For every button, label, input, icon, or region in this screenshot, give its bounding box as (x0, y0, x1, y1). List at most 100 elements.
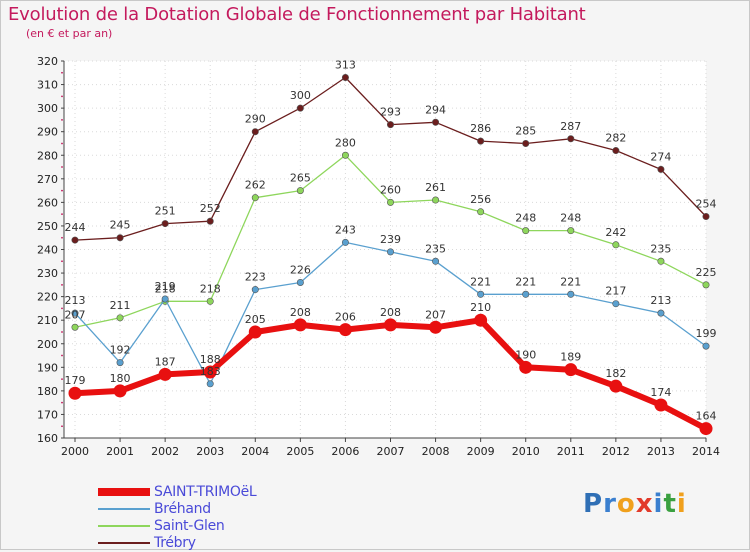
data-point (522, 290, 530, 298)
y-tick-label: 200 (37, 338, 58, 351)
data-label: 164 (696, 410, 717, 423)
data-point (699, 422, 713, 436)
data-point (522, 139, 530, 147)
x-tick-label: 2009 (467, 445, 495, 458)
data-point (432, 196, 440, 204)
x-tick-label: 2001 (106, 445, 134, 458)
data-label: 274 (650, 150, 671, 163)
axes: 1601701801902002102202302402502602702802… (37, 55, 720, 458)
data-label: 206 (335, 311, 356, 324)
data-point (702, 281, 710, 289)
data-point (612, 241, 620, 249)
data-label: 235 (650, 242, 671, 255)
data-label: 286 (470, 122, 491, 135)
data-label: 192 (110, 344, 131, 357)
data-point (251, 194, 259, 202)
data-labels: 244 245 251 252 290 300 313 293 294 286 285 287 282 2… (65, 58, 717, 422)
data-point (296, 104, 304, 112)
x-tick-label: 2010 (512, 445, 540, 458)
y-tick-label: 310 (37, 79, 58, 92)
data-point (386, 198, 394, 206)
data-point (432, 118, 440, 126)
data-point (609, 379, 623, 393)
data-point (251, 128, 259, 136)
data-point (293, 318, 307, 332)
data-point (702, 342, 710, 350)
data-point (654, 398, 668, 412)
x-tick-label: 2014 (692, 445, 720, 458)
logo-letter: i (676, 489, 687, 519)
data-point (206, 217, 214, 225)
data-point (71, 236, 79, 244)
logo-letter: i (653, 489, 664, 519)
data-label: 225 (696, 266, 717, 279)
x-tick-label: 2011 (557, 445, 585, 458)
x-tick-label: 2005 (286, 445, 314, 458)
data-point (71, 309, 79, 317)
y-minor-tick (61, 189, 63, 192)
legend-swatch (98, 488, 150, 496)
data-label: 287 (560, 120, 581, 133)
data-label: 207 (65, 308, 86, 321)
data-point (68, 386, 82, 400)
data-label: 260 (380, 183, 401, 196)
logo-letter: x (635, 489, 654, 519)
data-label: 282 (605, 132, 626, 145)
data-label: 254 (696, 198, 717, 211)
data-point (71, 323, 79, 331)
data-label: 188 (200, 353, 221, 366)
data-label: 294 (425, 103, 446, 116)
data-label: 313 (335, 58, 356, 71)
data-point (161, 295, 169, 303)
data-label: 213 (650, 294, 671, 307)
data-point (567, 227, 575, 235)
data-point (612, 300, 620, 308)
x-tick-label: 2006 (331, 445, 359, 458)
data-label: 174 (650, 386, 671, 399)
data-point (248, 325, 262, 339)
data-point (657, 165, 665, 173)
data-label: 199 (696, 327, 717, 340)
data-point (206, 297, 214, 305)
y-minor-tick (61, 307, 63, 310)
data-label: 265 (290, 172, 311, 185)
y-minor-tick (61, 331, 63, 333)
y-minor-tick (61, 354, 63, 357)
proxiti-logo: Proxiti (583, 489, 687, 519)
data-label: 208 (290, 306, 311, 319)
data-point (384, 318, 397, 332)
data-point (113, 384, 127, 398)
data-label: 205 (245, 313, 266, 326)
data-label: 221 (560, 275, 581, 288)
y-minor-tick (61, 236, 63, 239)
legend-label: Saint-Glen (154, 518, 225, 534)
data-label: 293 (380, 106, 401, 119)
data-label: 182 (605, 367, 626, 380)
data-point (612, 147, 620, 155)
data-point (296, 187, 304, 195)
data-label: 244 (65, 221, 86, 234)
y-tick-label: 220 (37, 291, 58, 304)
y-tick-label: 240 (37, 244, 58, 257)
data-point (341, 73, 349, 81)
y-tick-label: 250 (37, 220, 58, 233)
x-tick-label: 2013 (647, 445, 675, 458)
y-minor-tick (61, 260, 63, 263)
data-point (203, 365, 217, 379)
chart-title: Evolution de la Dotation Globale de Fonc… (8, 4, 586, 25)
data-label: 190 (515, 348, 536, 361)
data-point (386, 121, 394, 129)
data-point (477, 290, 485, 298)
y-tick-label: 320 (37, 55, 58, 68)
data-point (564, 363, 578, 377)
data-point (702, 213, 710, 221)
data-label: 248 (515, 212, 536, 225)
data-point (296, 278, 304, 286)
data-point (519, 360, 533, 374)
y-minor-tick (61, 166, 63, 168)
data-point (477, 137, 485, 145)
y-minor-tick (61, 283, 63, 286)
legend-swatch (98, 508, 150, 510)
data-label: 218 (200, 282, 221, 295)
data-label: 217 (605, 285, 626, 298)
